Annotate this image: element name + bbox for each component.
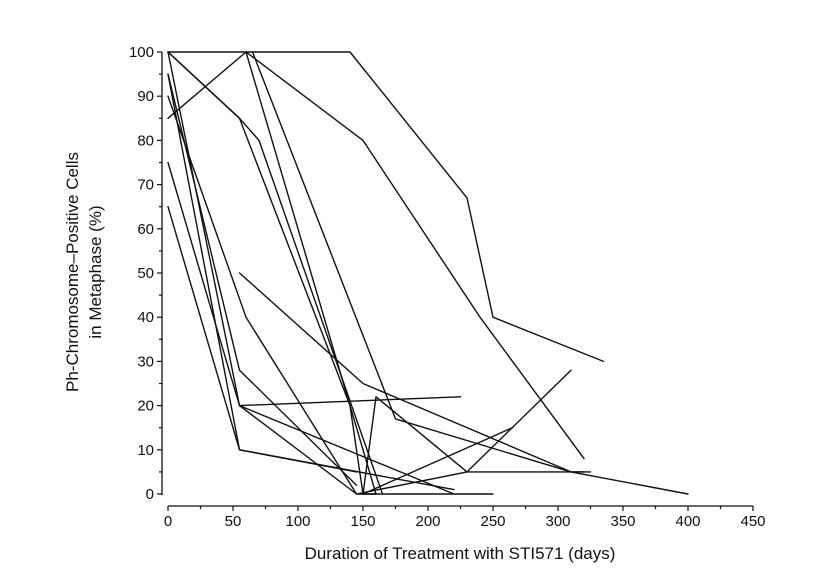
- series-line-7: [167, 95, 358, 495]
- series-line-17: [362, 396, 592, 495]
- y-tick-label: 30: [137, 353, 154, 370]
- axes: 0 10 20 30 40 50 60 70 80 90 100 0 50 100 150 200 250 300…: [129, 44, 766, 530]
- y-tick-label: 10: [137, 442, 154, 459]
- series-line-5: [251, 51, 689, 495]
- x-tick-label: 0: [164, 513, 172, 530]
- x-axis-label: Duration of Treatment with STI571 (days): [305, 544, 616, 563]
- x-tick-label: 250: [480, 513, 505, 530]
- y-tick-label: 0: [146, 486, 154, 503]
- series-line-1: [167, 51, 605, 363]
- y-tick-label: 40: [137, 309, 154, 326]
- series-line-2: [167, 51, 585, 460]
- plot-lines: [167, 51, 689, 495]
- y-tick-label: 60: [137, 221, 154, 238]
- y-tick-label: 20: [137, 398, 154, 415]
- series-line-4: [245, 51, 377, 495]
- series-line-14: [238, 272, 585, 473]
- y-tick-label: 80: [137, 132, 154, 149]
- y-tick-label: 50: [137, 265, 154, 282]
- x-tick-label: 300: [545, 513, 570, 530]
- y-axis-label-line2: in Metaphase (%): [86, 205, 105, 338]
- y-tick-label: 70: [137, 177, 154, 194]
- x-tick-label: 350: [610, 513, 635, 530]
- series-line-6: [167, 51, 494, 495]
- x-tick-label: 450: [740, 513, 765, 530]
- x-tick-label: 400: [675, 513, 700, 530]
- series-line-13: [238, 396, 462, 407]
- y-axis-label-line1: Ph-Chromosome–Positive Cells: [63, 152, 82, 392]
- y-tick-label: 90: [137, 88, 154, 105]
- x-tick-label: 200: [415, 513, 440, 530]
- x-tick-label: 150: [350, 513, 375, 530]
- series-line-16: [362, 427, 514, 495]
- y-tick-label: 100: [129, 44, 154, 61]
- series-line-15: [355, 369, 572, 495]
- series-line-12: [167, 73, 455, 491]
- series-line-8: [167, 161, 377, 495]
- x-tick-label: 50: [225, 513, 242, 530]
- x-tick-label: 100: [285, 513, 310, 530]
